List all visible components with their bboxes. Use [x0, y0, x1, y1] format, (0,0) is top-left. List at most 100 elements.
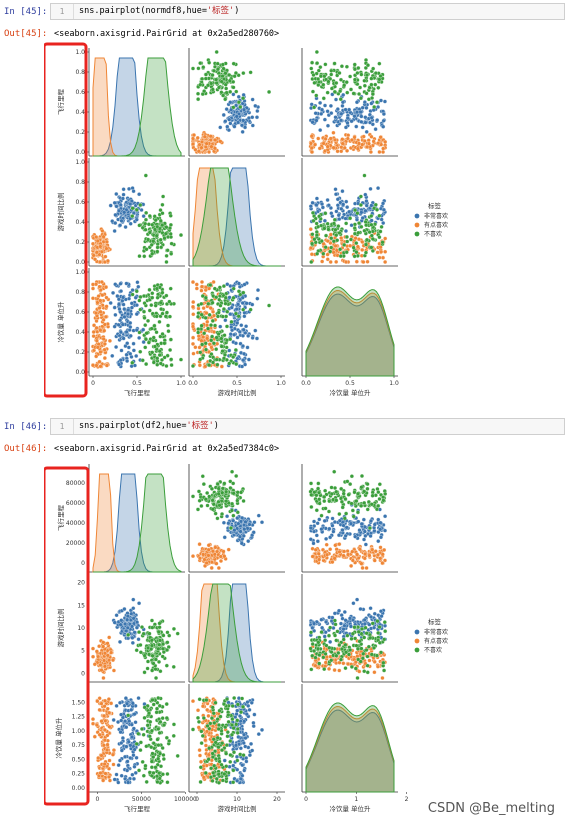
panel-1-1 [188, 574, 285, 683]
scatter-point [130, 772, 135, 777]
code-cell-45[interactable]: 1 sns.pairplot(normdf8,hue='标签') [50, 3, 565, 20]
code-cell-46[interactable]: 1 sns.pairplot(df2,hue='标签') [50, 418, 565, 435]
y-tick-label: 0.8 [75, 179, 85, 186]
scatter-point [222, 535, 227, 540]
scatter-point [349, 119, 354, 124]
scatter-point [373, 127, 378, 132]
scatter-point [383, 629, 388, 634]
scatter-point [317, 557, 322, 562]
scatter-point [208, 323, 214, 328]
scatter-point [241, 96, 246, 101]
scatter-point [325, 221, 330, 226]
scatter-point [97, 259, 103, 265]
scatter-point [152, 214, 157, 219]
scatter-point [312, 490, 317, 495]
scatter-point [259, 727, 265, 732]
scatter-point [338, 621, 344, 626]
scatter-point [334, 653, 339, 658]
scatter-point [243, 735, 248, 741]
scatter-point [382, 623, 388, 628]
y-tick-label: 0.75 [72, 742, 86, 749]
code-text: sns.pairplot(df2,hue= [79, 421, 187, 431]
scatter-point [164, 293, 169, 298]
scatter-point [221, 284, 226, 289]
scatter-point [138, 202, 143, 208]
scatter-point [223, 97, 228, 102]
scatter-point [236, 521, 241, 526]
scatter-point [365, 654, 370, 659]
scatter-point [141, 732, 146, 737]
scatter-point [325, 257, 330, 262]
x-tick-label: 0 [95, 796, 99, 803]
scatter-point [190, 66, 196, 71]
scatter-point [164, 702, 169, 707]
scatter-point [103, 718, 108, 723]
scatter-point [338, 77, 344, 82]
scatter-point [244, 712, 249, 717]
scatter-point [132, 747, 137, 752]
scatter-point [137, 601, 142, 606]
scatter-point [250, 123, 255, 128]
code-line[interactable]: sns.pairplot(normdf8,hue='标签') [79, 4, 239, 19]
scatter-point [190, 363, 196, 369]
scatter-point [369, 76, 374, 81]
scatter-point [314, 233, 319, 238]
scatter-point [134, 303, 139, 308]
scatter-point [363, 533, 368, 538]
scatter-point [134, 741, 139, 746]
scatter-point [369, 101, 374, 106]
scatter-point [361, 134, 366, 139]
scatter-point [141, 327, 146, 332]
scatter-point [97, 306, 102, 311]
scatter-point [354, 100, 360, 105]
scatter-point [197, 542, 202, 547]
scatter-point [124, 329, 129, 334]
scatter-point [112, 620, 117, 625]
scatter-point [221, 520, 226, 525]
scatter-point [210, 87, 215, 92]
scatter-point [161, 642, 166, 647]
scatter-point [316, 481, 321, 486]
scatter-point [122, 307, 127, 312]
code-line[interactable]: sns.pairplot(df2,hue='标签') [79, 419, 219, 434]
scatter-point [332, 89, 337, 94]
in-prompt-46: In [46]: [4, 422, 48, 432]
scatter-point [239, 541, 244, 546]
scatter-point [241, 307, 246, 312]
scatter-point [101, 317, 106, 322]
scatter-point [332, 61, 337, 66]
scatter-point [340, 137, 345, 142]
scatter-point [218, 324, 223, 329]
scatter-point [314, 93, 319, 98]
scatter-point [130, 635, 135, 640]
scatter-point [334, 80, 339, 86]
scatter-point [366, 644, 371, 649]
scatter-point [123, 621, 128, 626]
scatter-point [143, 345, 148, 350]
scatter-point [112, 228, 117, 234]
scatter-point [319, 201, 325, 207]
scatter-point [93, 311, 99, 316]
scatter-point [154, 330, 159, 335]
scatter-point [345, 633, 350, 638]
scatter-point [201, 334, 206, 340]
scatter-point [327, 645, 332, 650]
scatter-point [348, 216, 353, 221]
legend-marker [414, 222, 420, 228]
x-tick-label: 1.0 [276, 380, 286, 387]
y-tick-label: 1.0 [75, 269, 85, 276]
scatter-point [247, 522, 252, 527]
scatter-point [310, 120, 315, 125]
x-tick-label: 0.5 [345, 380, 355, 387]
scatter-point [332, 485, 338, 491]
scatter-point [99, 719, 104, 724]
scatter-point [372, 104, 377, 110]
scatter-point [140, 759, 145, 764]
scatter-point [146, 340, 151, 345]
scatter-point [206, 543, 211, 548]
scatter-point [354, 124, 359, 129]
scatter-point [150, 697, 155, 703]
scatter-point [236, 73, 241, 78]
scatter-point [378, 229, 383, 234]
scatter-point [105, 653, 110, 658]
